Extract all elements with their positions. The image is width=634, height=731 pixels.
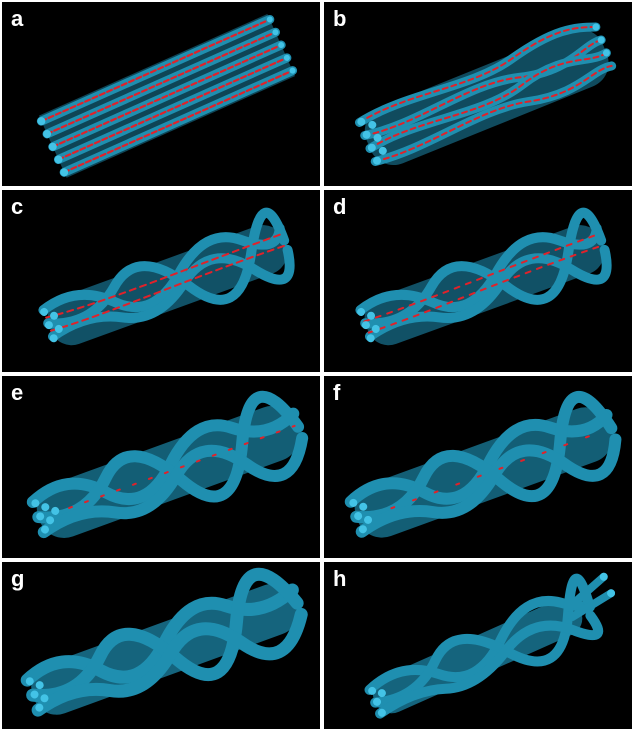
panel-label: c (11, 194, 24, 219)
panel-h: h (324, 562, 632, 729)
fiber-bundle-e-image (26, 390, 309, 539)
panel-label: f (333, 380, 341, 405)
fiber-bundle-a-image (36, 13, 298, 178)
panel-a: a (2, 2, 320, 186)
fiber-bundle-f-image (344, 391, 622, 538)
fiber-bundle-b-image (354, 22, 617, 166)
panel-label: a (11, 6, 24, 31)
panel-label: e (11, 380, 24, 405)
fiber-bundle-c-image (38, 207, 295, 346)
fiber-bundle-g-image (20, 567, 308, 717)
panel-label: d (333, 194, 347, 219)
fiber-bundle-h-image (364, 572, 616, 719)
panel-label: g (11, 566, 25, 591)
fiber-bundle-d-image (355, 207, 612, 346)
panel-label: h (333, 566, 347, 591)
panel-b: b (324, 2, 632, 186)
panel-c: c (2, 190, 320, 372)
panel-g: g (2, 562, 320, 729)
panel-e: e (2, 376, 320, 558)
panel-label: b (333, 6, 347, 31)
panel-f: f (324, 376, 632, 558)
panel-d: d (324, 190, 632, 372)
